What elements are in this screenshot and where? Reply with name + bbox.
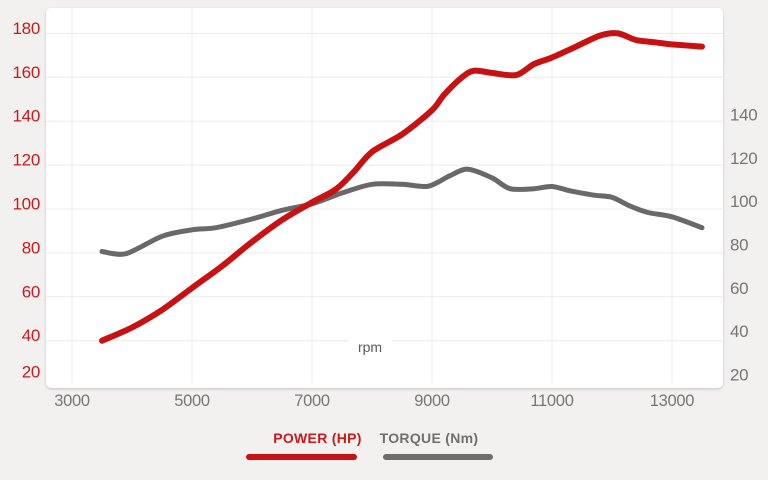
left-axis-tick-80: 80 <box>22 238 40 257</box>
x-axis-tick-5000: 5000 <box>174 392 210 410</box>
left-axis-tick-140: 140 <box>13 107 40 126</box>
right-axis-tick-80: 80 <box>730 236 748 255</box>
legend-line-torque-icon <box>383 454 493 460</box>
x-axis-tick-3000: 3000 <box>54 392 90 410</box>
left-axis-tick-180: 180 <box>13 19 40 38</box>
left-axis-tick-120: 120 <box>13 151 40 170</box>
right-axis-tick-140: 140 <box>730 106 757 125</box>
legend-line-power-icon <box>246 454 357 460</box>
legend-item-torque[interactable]: TORQUE (Nm) <box>380 430 493 460</box>
legend-label-torque: TORQUE (Nm) <box>379 430 479 446</box>
legend-item-power[interactable]: POWER (HP) <box>246 430 361 460</box>
x-axis-tick-7000: 7000 <box>294 392 330 410</box>
right-axis-tick-60: 60 <box>730 279 748 298</box>
x-axis-title: rpm <box>358 339 382 355</box>
legend-label-power: POWER (HP) <box>273 430 362 446</box>
x-axis-tick-9000: 9000 <box>414 392 450 410</box>
power-curve[interactable] <box>99 30 705 344</box>
right-axis-tick-20: 20 <box>730 366 748 385</box>
left-axis-tick-100: 100 <box>13 195 40 214</box>
x-axis-title-mask <box>348 337 392 354</box>
left-axis-tick-20: 20 <box>22 363 40 382</box>
right-axis-tick-40: 40 <box>730 322 748 341</box>
left-axis-tick-60: 60 <box>22 282 40 301</box>
right-axis-tick-100: 100 <box>730 192 757 211</box>
torque-curve[interactable] <box>99 166 705 257</box>
left-axis-tick-40: 40 <box>22 326 40 345</box>
x-axis-tick-11000: 11000 <box>530 392 573 410</box>
left-axis-tick-160: 160 <box>13 63 40 82</box>
x-axis-tick-13000: 13000 <box>650 392 695 410</box>
right-axis-tick-120: 120 <box>730 149 757 168</box>
